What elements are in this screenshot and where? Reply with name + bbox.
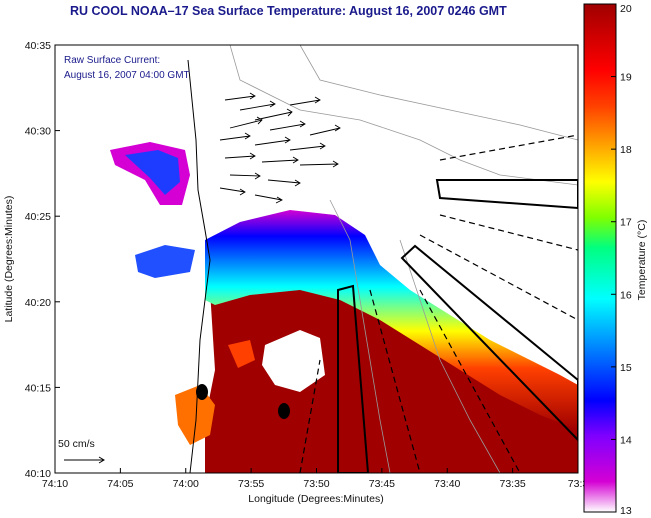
x-tick-label: 73:50 (303, 478, 329, 490)
bathymetry-contour-1 (229, 45, 578, 186)
surface-current-vectors (219, 92, 341, 204)
colorbar-tick-label: 18 (620, 144, 632, 156)
colorbar (583, 3, 617, 513)
colorbar-tick-label: 19 (620, 72, 632, 84)
y-tick-label: 40:30 (25, 126, 51, 138)
bathymetry-contour-4 (399, 239, 501, 473)
cloud-gap (262, 330, 325, 392)
coastal-warm-patch (175, 385, 215, 445)
thermal-front (205, 210, 578, 430)
buoy-marker-2 (278, 403, 290, 419)
x-tick-label: 73:55 (238, 478, 264, 490)
chart-title: RU COOL NOAA–17 Sea Surface Temperature:… (70, 4, 507, 18)
y-tick-label: 40:20 (25, 297, 51, 309)
survey-lines (299, 134, 578, 473)
y-axis-label: Latitude (Degrees:Minutes) (3, 196, 15, 323)
cold-water-core (125, 150, 180, 195)
y-axis-ticks: 40:35 40:30 40:25 40:20 40:15 40:10 (25, 40, 60, 480)
scale-arrow (64, 456, 105, 464)
x-tick-label: 73:45 (369, 478, 395, 490)
colorbar-tick-label: 17 (620, 217, 632, 229)
x-axis-label: Longitude (Degrees:Minutes) (248, 493, 383, 505)
buoy-marker-1 (196, 384, 208, 400)
y-tick-label: 40:10 (25, 468, 51, 480)
x-tick-label: 73:40 (434, 478, 460, 490)
x-tick-label: 74:00 (173, 478, 199, 490)
x-axis-ticks: 74:10 74:05 74:00 73:55 73:50 73:45 73:40 73:35… (42, 468, 589, 490)
x-tick-label: 73:35 (499, 478, 525, 490)
scale-label: 50 cm/s (58, 438, 95, 450)
y-tick-label: 40:15 (25, 382, 51, 394)
colorbar-ticks: 20 19 18 17 16 15 14 13 (611, 3, 632, 517)
current-label-1: Raw Surface Current: (64, 55, 160, 66)
colorbar-tick-label: 20 (620, 3, 632, 15)
bathymetry-contour-3 (329, 199, 391, 473)
colorbar-tick-label: 16 (620, 289, 632, 301)
colorbar-tick-label: 15 (620, 362, 632, 374)
colorbar-label: Temperature (°C) (636, 220, 648, 301)
x-tick-label: 73:3 (568, 478, 589, 490)
y-tick-label: 40:35 (25, 40, 51, 52)
colorbar-tick-label: 13 (620, 505, 632, 517)
current-label-2: August 16, 2007 04:00 GMT (64, 70, 190, 81)
x-tick-label: 74:10 (42, 478, 68, 490)
bathymetry-contour-2 (299, 45, 578, 141)
y-tick-label: 40:25 (25, 211, 51, 223)
x-tick-label: 74:05 (107, 478, 133, 490)
coastal-warm-patch-2 (228, 340, 255, 368)
colorbar-tick-label: 14 (620, 434, 632, 446)
cold-water-patch-2 (135, 245, 195, 278)
